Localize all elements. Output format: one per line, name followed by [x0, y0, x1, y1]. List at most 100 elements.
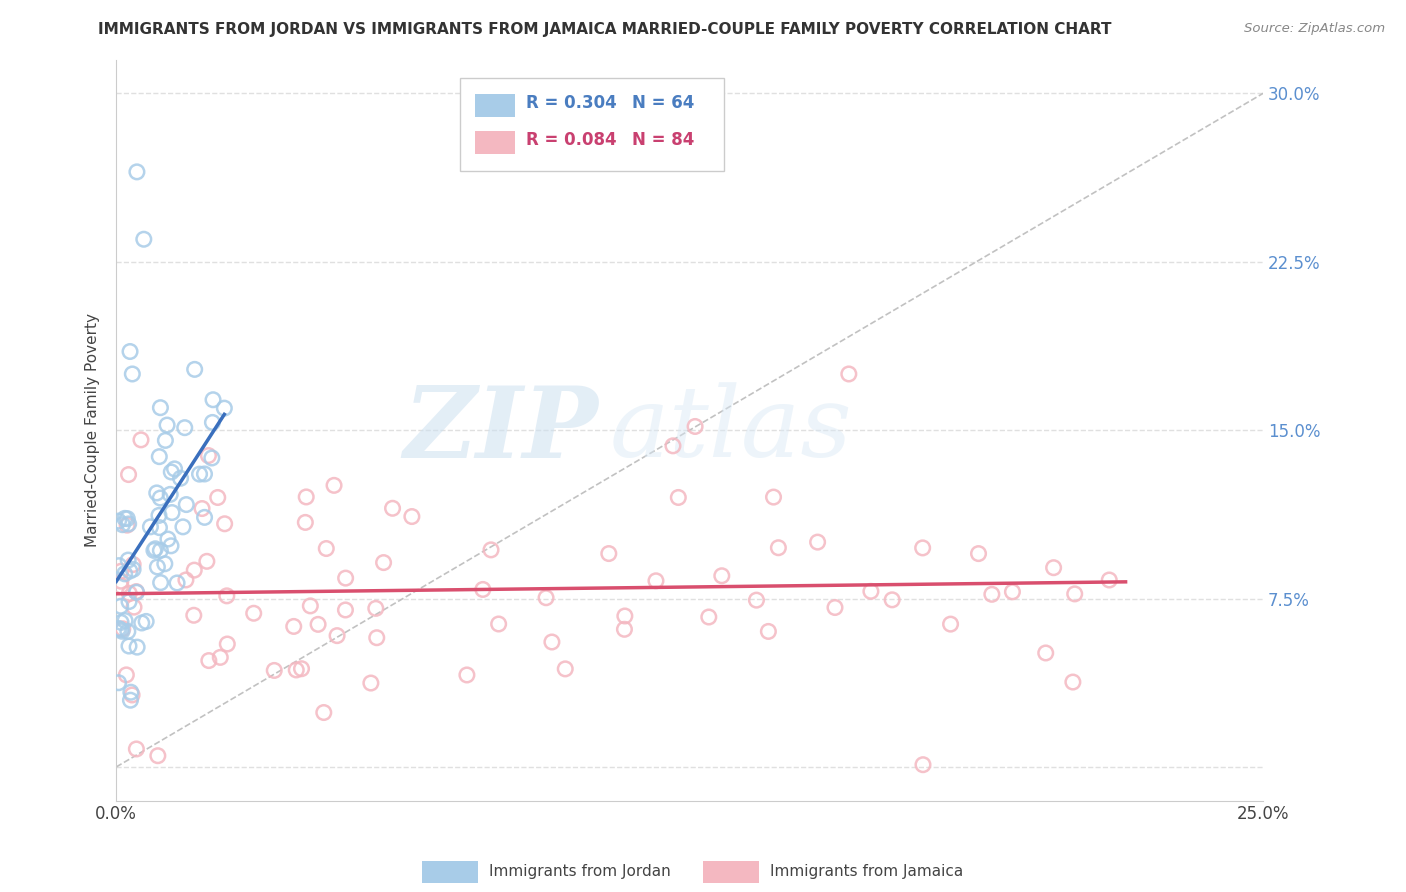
Point [939, 617, 962, 632]
Point [183, 563, 205, 577]
Point [683, 419, 706, 434]
FancyBboxPatch shape [475, 131, 516, 154]
Point [193, 467, 215, 481]
Point [198, 654, 221, 668]
Point [197, 449, 219, 463]
Point [645, 574, 668, 588]
Point [146, 560, 169, 574]
Point [183, 362, 205, 376]
Text: R = 0.084: R = 0.084 [526, 130, 616, 149]
Point [118, 586, 141, 600]
Point [125, 165, 148, 179]
Point [111, 624, 134, 639]
Point [401, 509, 423, 524]
Point [110, 574, 132, 589]
Point [1035, 646, 1057, 660]
Point [117, 553, 139, 567]
Point [299, 599, 322, 613]
Point [1062, 675, 1084, 690]
Point [131, 615, 153, 630]
Point [762, 490, 785, 504]
Point [117, 624, 139, 639]
Point [188, 467, 211, 482]
Point [263, 664, 285, 678]
Point [115, 668, 138, 682]
Point [195, 554, 218, 568]
Text: Immigrants from Jordan: Immigrants from Jordan [489, 864, 671, 879]
Point [169, 471, 191, 485]
Point [859, 584, 882, 599]
Point [107, 675, 129, 690]
Point [118, 594, 141, 608]
Point [111, 517, 134, 532]
Point [174, 573, 197, 587]
Point [662, 439, 685, 453]
Point [335, 571, 357, 585]
Point [120, 693, 142, 707]
Point [135, 615, 157, 629]
Point [285, 663, 308, 677]
Point [980, 587, 1002, 601]
Point [326, 629, 349, 643]
Point [159, 487, 181, 501]
Point [471, 582, 494, 597]
Point [207, 491, 229, 505]
Point [156, 418, 179, 433]
Point [312, 706, 335, 720]
FancyBboxPatch shape [460, 78, 724, 170]
Point [824, 600, 846, 615]
Point [122, 562, 145, 576]
Point [148, 508, 170, 523]
Point [193, 510, 215, 524]
Point [335, 603, 357, 617]
Point [1001, 584, 1024, 599]
Point [129, 433, 152, 447]
Point [156, 532, 179, 546]
Point [807, 535, 830, 549]
Point [114, 511, 136, 525]
Point [541, 635, 564, 649]
Point [118, 516, 141, 531]
Point [172, 520, 194, 534]
Point [613, 623, 636, 637]
Point [554, 662, 576, 676]
Point [160, 506, 183, 520]
Text: atlas: atlas [609, 383, 852, 478]
FancyBboxPatch shape [475, 94, 516, 118]
Point [758, 624, 780, 639]
Point [108, 558, 131, 573]
Point [294, 516, 316, 530]
Point [149, 575, 172, 590]
Point [202, 392, 225, 407]
Point [117, 467, 139, 482]
Point [114, 566, 136, 581]
Point [110, 564, 132, 578]
Point [697, 610, 720, 624]
Point [534, 591, 557, 605]
Point [1042, 560, 1064, 574]
Point [201, 450, 224, 465]
Text: N = 84: N = 84 [633, 130, 695, 149]
Point [125, 742, 148, 756]
Point [118, 564, 141, 578]
Point [173, 420, 195, 434]
Point [295, 490, 318, 504]
Point [125, 584, 148, 599]
Point [201, 416, 224, 430]
Point [307, 617, 329, 632]
Point [149, 543, 172, 558]
Point [127, 640, 149, 654]
Point [149, 491, 172, 505]
Point [360, 676, 382, 690]
Text: N = 64: N = 64 [633, 94, 695, 112]
Point [745, 593, 768, 607]
Point [242, 607, 264, 621]
Point [117, 511, 139, 525]
Point [139, 520, 162, 534]
Point [142, 543, 165, 558]
Point [967, 547, 990, 561]
Point [613, 609, 636, 624]
Point [107, 622, 129, 636]
Point [143, 541, 166, 556]
Point [120, 685, 142, 699]
